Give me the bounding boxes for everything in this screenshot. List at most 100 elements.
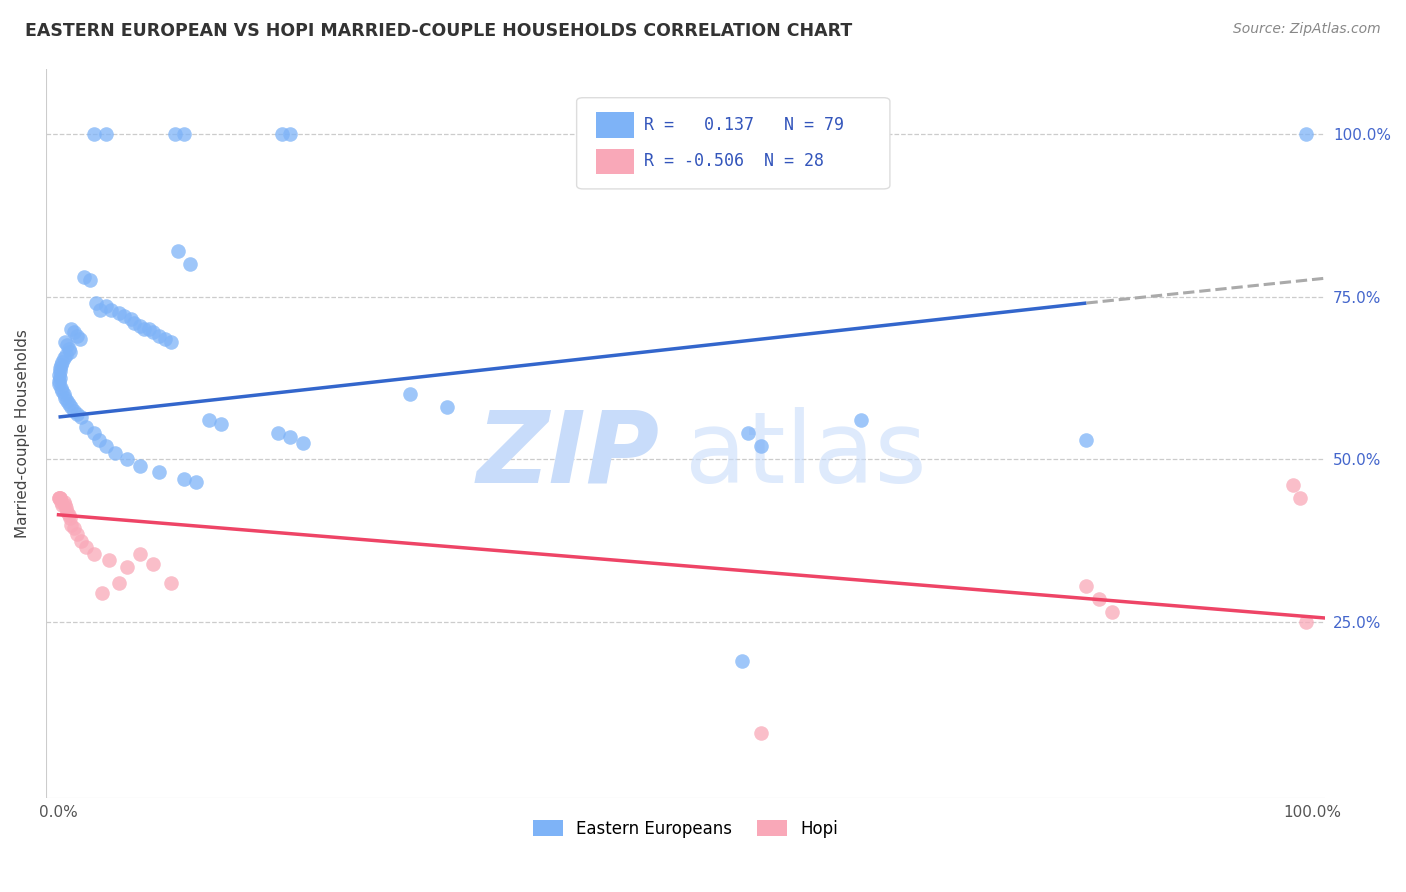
Text: atlas: atlas xyxy=(685,407,927,504)
Point xyxy=(49,491,72,506)
Point xyxy=(1295,127,1317,141)
Point xyxy=(52,494,75,508)
Point xyxy=(173,127,195,141)
Point xyxy=(83,426,105,441)
Point xyxy=(87,433,110,447)
Text: EASTERN EUROPEAN VS HOPI MARRIED-COUPLE HOUSEHOLDS CORRELATION CHART: EASTERN EUROPEAN VS HOPI MARRIED-COUPLE … xyxy=(25,22,852,40)
Point xyxy=(52,351,75,366)
Point xyxy=(100,302,122,317)
Point xyxy=(1076,579,1098,593)
Point xyxy=(94,299,117,313)
Point xyxy=(51,354,73,368)
Point xyxy=(160,576,183,591)
Point xyxy=(198,413,221,427)
Point xyxy=(173,472,195,486)
Point xyxy=(436,401,458,415)
Point xyxy=(122,316,145,330)
Point xyxy=(267,426,290,441)
Point xyxy=(141,557,163,571)
Point xyxy=(749,439,772,453)
Point xyxy=(60,517,83,532)
Point xyxy=(179,257,201,271)
Point xyxy=(89,302,111,317)
Point xyxy=(49,361,72,376)
Point xyxy=(53,498,76,512)
Point xyxy=(117,452,139,467)
Point xyxy=(749,726,772,740)
Point xyxy=(1088,592,1111,607)
Y-axis label: Married-couple Households: Married-couple Households xyxy=(15,329,30,538)
Point xyxy=(48,371,70,385)
Point xyxy=(52,387,75,401)
Point xyxy=(1282,478,1305,492)
Point xyxy=(75,541,97,555)
Point xyxy=(1288,491,1310,506)
Point xyxy=(129,458,152,473)
Point xyxy=(129,318,152,333)
Point xyxy=(291,436,314,450)
Point xyxy=(48,374,70,388)
Text: R =   0.137   N = 79: R = 0.137 N = 79 xyxy=(644,116,845,134)
Point xyxy=(55,348,77,362)
Point xyxy=(53,335,76,350)
Point xyxy=(69,332,91,346)
Point xyxy=(97,553,120,567)
Point xyxy=(49,494,72,508)
Point xyxy=(148,466,170,480)
Point xyxy=(53,391,76,405)
Point xyxy=(94,127,117,141)
Point xyxy=(731,654,754,668)
Point xyxy=(160,335,183,350)
Point xyxy=(129,547,152,561)
Point xyxy=(1076,433,1098,447)
Point xyxy=(48,491,70,506)
FancyBboxPatch shape xyxy=(576,98,890,189)
Point xyxy=(132,322,155,336)
Point xyxy=(166,244,188,258)
Point xyxy=(48,368,70,382)
Point xyxy=(60,401,83,415)
Point xyxy=(60,322,83,336)
Point xyxy=(141,326,163,340)
Text: Source: ZipAtlas.com: Source: ZipAtlas.com xyxy=(1233,22,1381,37)
Point xyxy=(107,306,129,320)
Point xyxy=(49,381,72,395)
Point xyxy=(59,511,82,525)
Point xyxy=(270,127,292,141)
Point xyxy=(824,169,846,183)
Point xyxy=(51,498,73,512)
Point xyxy=(280,127,302,141)
Point xyxy=(83,547,105,561)
Point xyxy=(211,417,233,431)
Point xyxy=(70,533,93,548)
Point xyxy=(84,296,107,310)
Point xyxy=(94,439,117,453)
Point xyxy=(153,332,176,346)
Point xyxy=(1295,615,1317,630)
Point xyxy=(186,475,208,490)
Point xyxy=(148,328,170,343)
Point xyxy=(58,397,80,411)
Point xyxy=(58,342,80,356)
Point xyxy=(56,393,79,408)
Point xyxy=(737,426,759,441)
Point xyxy=(83,127,105,141)
Point xyxy=(107,576,129,591)
Point xyxy=(66,527,89,541)
Legend: Eastern Europeans, Hopi: Eastern Europeans, Hopi xyxy=(526,814,845,845)
Point xyxy=(56,338,79,352)
Point xyxy=(49,491,72,506)
Point xyxy=(70,410,93,425)
Point xyxy=(398,387,420,401)
Point xyxy=(62,326,84,340)
Point xyxy=(1101,606,1123,620)
Point xyxy=(138,322,160,336)
Point xyxy=(849,413,872,427)
Text: ZIP: ZIP xyxy=(477,407,659,504)
Point xyxy=(51,384,73,398)
Point xyxy=(66,407,89,421)
Point xyxy=(62,403,84,417)
Point xyxy=(66,328,89,343)
Point xyxy=(49,358,72,372)
Point xyxy=(104,446,127,460)
